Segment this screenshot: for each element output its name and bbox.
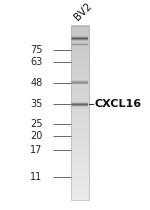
Text: 35: 35 [30, 100, 42, 109]
Text: 75: 75 [30, 45, 42, 55]
Text: 48: 48 [30, 78, 42, 88]
Bar [71, 26, 89, 200]
Text: 20: 20 [30, 131, 42, 141]
Text: 11: 11 [30, 172, 42, 182]
Text: 63: 63 [30, 57, 42, 67]
Text: BV2: BV2 [73, 1, 94, 23]
Text: CXCL16: CXCL16 [95, 100, 142, 109]
Text: 17: 17 [30, 145, 42, 155]
Text: 25: 25 [30, 119, 42, 129]
